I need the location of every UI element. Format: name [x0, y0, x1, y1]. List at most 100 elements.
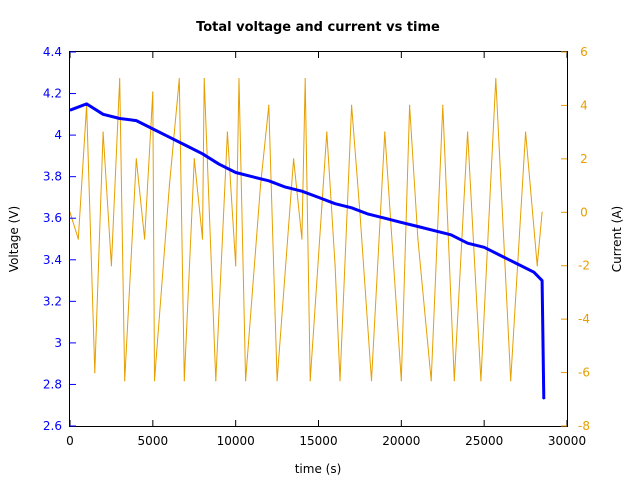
current-data-point	[293, 158, 295, 160]
current-data-point	[183, 380, 185, 382]
chart-title: Total voltage and current vs time	[196, 20, 440, 35]
current-data-point	[235, 265, 237, 267]
x-tick-label: 15000	[299, 434, 337, 448]
current-data-point	[370, 380, 373, 382]
x-tick-label: 25000	[465, 434, 503, 448]
voltage-data-point	[152, 128, 154, 130]
y-left-tick-label: 4.4	[43, 45, 62, 59]
voltage-data-point	[516, 263, 518, 265]
voltage-data-point	[119, 117, 121, 120]
voltage-data-point	[201, 153, 204, 155]
current-data-point	[417, 238, 419, 240]
current-data-point	[110, 265, 112, 267]
y-left-tick-label: 3.2	[43, 294, 62, 308]
y-left-tick-label: 3.4	[43, 253, 62, 267]
y-left-tick-label: 3.8	[43, 170, 62, 184]
voltage-data-point	[384, 217, 386, 219]
voltage-data-point	[102, 113, 104, 115]
voltage-data-point	[533, 271, 535, 273]
x-tick-label: 0	[66, 434, 74, 448]
y-left-tick-label: 3.6	[43, 211, 62, 225]
x-tick-label: 10000	[217, 434, 255, 448]
x-axis: 0 5000 10000 15000 20000 25000 30000	[66, 52, 586, 448]
current-data-point	[304, 78, 306, 80]
x-tick-label: 30000	[548, 434, 586, 448]
series-layer	[69, 78, 546, 400]
x-tick-label: 20000	[382, 434, 420, 448]
y-right-tick-label: 6	[580, 45, 588, 59]
y-left-tick-label: 3	[54, 336, 62, 350]
current-data-point	[226, 131, 228, 133]
voltage-data-point	[284, 186, 286, 188]
voltage-data-point	[483, 246, 485, 248]
voltage-data-point	[268, 180, 270, 182]
voltage-data-point	[543, 398, 545, 400]
current-data-point	[168, 185, 170, 187]
current-data-point	[384, 131, 386, 133]
current-data-point	[259, 185, 262, 187]
voltage-data-point	[541, 280, 543, 282]
y-right-tick-label: -4	[578, 312, 590, 326]
voltage-data-point	[367, 213, 369, 215]
y-right-tick-label: 4	[580, 98, 588, 112]
y-axis-left-label: Voltage (V)	[7, 206, 21, 272]
current-data-point	[144, 238, 146, 240]
y-left-tick-label: 4.2	[43, 87, 62, 101]
voltage-data-point	[500, 255, 502, 257]
x-tick-label: 5000	[138, 434, 169, 448]
y-axis-left: 2.6 2.8 3 3.2 3.4 3.6 3.8 4 4.2 4.4	[43, 45, 76, 433]
y-axis-right-label: Current (A)	[610, 206, 624, 272]
voltage-data-point	[251, 176, 253, 178]
voltage-data-point	[135, 120, 137, 122]
voltage-data-point	[301, 190, 303, 192]
current-data-point	[215, 380, 217, 382]
current-data-point	[351, 104, 353, 106]
voltage-data-point	[317, 196, 320, 198]
voltage-data-point	[218, 163, 220, 165]
y-right-tick-label: 0	[580, 205, 588, 219]
y-left-tick-label: 2.6	[43, 419, 62, 433]
y-axis-right: -8 -6 -4 -2 0 2 4 6	[561, 45, 590, 433]
current-data-point	[135, 158, 137, 160]
voltage-data-point	[168, 136, 170, 138]
voltage-data-point	[450, 234, 452, 236]
current-data-point	[119, 78, 121, 80]
current-data-point	[442, 104, 444, 106]
current-data-point	[326, 131, 328, 133]
current-data-point	[339, 380, 341, 382]
y-right-tick-label: -2	[578, 259, 590, 273]
x-axis-label: time (s)	[295, 462, 342, 476]
y-right-tick-label: 2	[580, 152, 588, 166]
voltage-series-line	[69, 102, 546, 400]
y-right-tick-label: -8	[578, 419, 590, 433]
y-left-tick-label: 2.8	[43, 377, 62, 391]
current-data-point	[203, 78, 205, 80]
voltage-data-point	[400, 221, 402, 223]
voltage-data-point	[86, 103, 88, 105]
current-data-point	[334, 265, 336, 267]
voltage-data-point	[351, 207, 353, 209]
current-data-point	[268, 104, 270, 106]
current-data-point	[201, 238, 204, 240]
y-right-tick-label: -6	[578, 366, 590, 380]
current-data-point	[510, 380, 512, 382]
voltage-data-point	[334, 203, 336, 205]
current-data-point	[400, 380, 402, 382]
current-data-point	[409, 104, 411, 106]
current-data-point	[525, 131, 527, 133]
current-data-point	[453, 380, 455, 382]
y-left-tick-label: 4	[54, 128, 62, 142]
current-data-point	[541, 211, 543, 213]
current-data-point	[536, 265, 538, 267]
current-data-point	[178, 78, 180, 80]
current-data-point	[193, 158, 195, 160]
plot-frame	[69, 51, 568, 427]
current-data-point	[430, 380, 432, 382]
voltage-data-point	[235, 171, 237, 174]
current-data-point	[238, 78, 240, 80]
current-data-point	[495, 78, 497, 80]
current-data-point	[77, 238, 79, 240]
current-data-point	[153, 380, 156, 382]
voltage-data-point	[433, 230, 436, 232]
